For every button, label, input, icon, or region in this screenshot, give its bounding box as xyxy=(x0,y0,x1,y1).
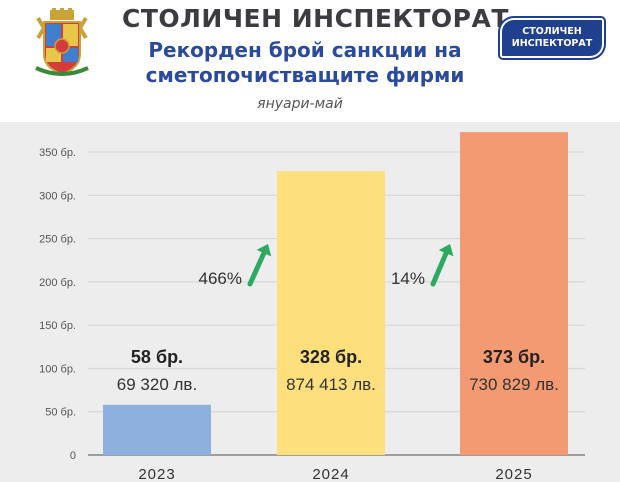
growth-arrow-up-icon xyxy=(256,244,272,257)
period-subtitle: януари-май xyxy=(257,96,343,112)
bar-count-label: 58 бр. xyxy=(131,347,183,367)
y-tick-label: 50 бр. xyxy=(45,407,76,419)
bar-2023 xyxy=(103,404,211,455)
inspectorate-logo-badge: СТОЛИЧЕН ИНСПЕКТОРАТ xyxy=(500,18,604,58)
y-tick-label: 200 бр. xyxy=(39,277,76,289)
bar-count-label: 373 бр. xyxy=(483,347,545,367)
header: СТОЛИЧЕН ИНСПЕКТОРАТ Рекорден брой санкц… xyxy=(0,0,620,122)
x-tick-label: 2023 xyxy=(138,466,175,482)
y-tick-label: 0 xyxy=(70,450,76,462)
growth-arrow-shaft xyxy=(247,250,267,287)
organization-name: СТОЛИЧЕН ИНСПЕКТОРАТ xyxy=(122,4,509,33)
bar-amount-label: 69 320 лв. xyxy=(117,375,197,394)
bar-chart: 0 50 бр. 100 бр. 150 бр. 200 бр. 250 бр. 300 б… xyxy=(39,132,585,482)
title-line-2: сметопочистващите фирми xyxy=(145,63,465,87)
coat-of-arms-icon xyxy=(35,8,89,76)
bar-2024 xyxy=(277,171,385,455)
y-tick-label: 300 бр. xyxy=(39,190,76,202)
y-tick-label: 100 бр. xyxy=(39,363,76,375)
badge-line-1: СТОЛИЧЕН xyxy=(522,26,582,37)
growth-label: 466% xyxy=(199,269,242,288)
bar-count-label: 328 бр. xyxy=(300,347,362,367)
growth-arrow-up-icon xyxy=(438,244,454,257)
bar-amount-label: 874 413 лв. xyxy=(286,375,376,394)
growth-arrow-shaft xyxy=(430,250,449,287)
y-tick-label: 350 бр. xyxy=(39,147,76,159)
growth-label: 14% xyxy=(391,269,425,288)
y-tick-label: 250 бр. xyxy=(39,234,76,246)
title-line-1: Рекорден брой санкции на xyxy=(148,38,462,62)
x-tick-label: 2025 xyxy=(495,466,532,482)
chart-title: Рекорден брой санкции на сметопочистващи… xyxy=(100,38,510,88)
y-tick-label: 150 бр. xyxy=(39,320,76,332)
bar-amount-label: 730 829 лв. xyxy=(469,375,559,394)
badge-line-2: ИНСПЕКТОРАТ xyxy=(511,38,593,49)
x-tick-label: 2024 xyxy=(312,466,349,482)
bar-2025 xyxy=(460,132,568,456)
